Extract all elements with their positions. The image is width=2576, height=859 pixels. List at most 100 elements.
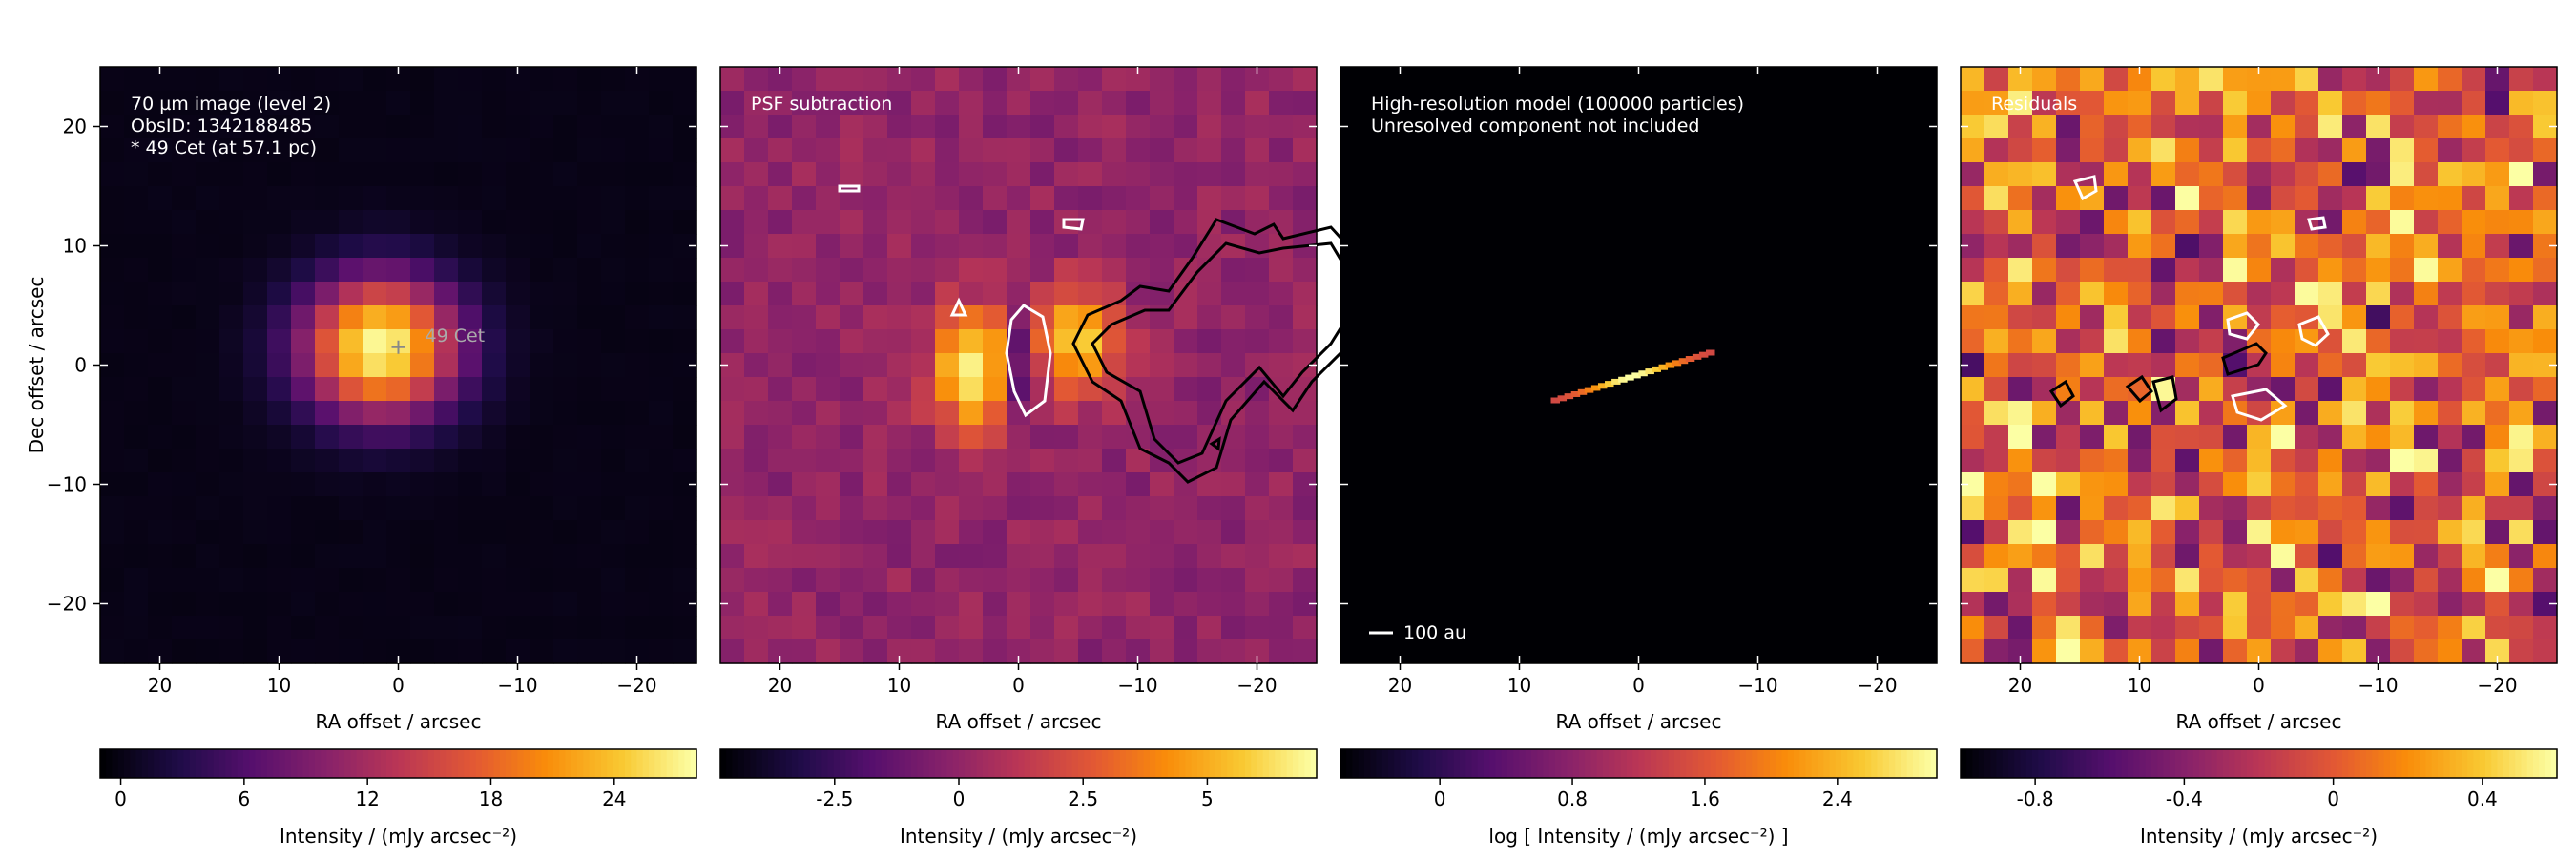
colorbar-segment	[941, 749, 948, 778]
pixel	[267, 305, 292, 330]
pixel	[124, 401, 149, 426]
pixel	[1150, 520, 1174, 545]
pixel	[434, 210, 459, 235]
pixel	[2318, 258, 2343, 283]
pixel	[2008, 353, 2033, 378]
pixel	[2151, 425, 2176, 450]
pixel	[410, 115, 435, 139]
pixel	[100, 425, 125, 450]
pixel	[1054, 544, 1079, 569]
pixel	[363, 67, 387, 92]
colorbar-segment	[1429, 749, 1437, 778]
panel-annotation: Residuals	[1991, 94, 2077, 115]
pixel	[2390, 592, 2415, 617]
pixel	[2533, 329, 2558, 354]
pixel	[339, 305, 364, 330]
pixel	[1126, 592, 1151, 617]
pixel	[649, 401, 674, 426]
colorbar-segment	[2062, 749, 2069, 778]
pixel	[2199, 377, 2224, 402]
colorbar-segment	[2199, 749, 2207, 778]
pixel	[887, 186, 912, 211]
colorbar-segment	[1567, 749, 1574, 778]
pixel	[649, 282, 674, 306]
pixel	[2008, 401, 2033, 426]
pixel	[196, 282, 220, 306]
pixel	[124, 258, 149, 283]
pixel	[1197, 520, 1222, 545]
pixel	[2128, 282, 2152, 306]
pixel	[2008, 520, 2033, 545]
pixel	[1030, 138, 1055, 163]
pixel	[482, 544, 507, 569]
pixel	[1054, 639, 1079, 664]
pixel	[744, 258, 769, 283]
pixel	[267, 186, 292, 211]
pixel	[2509, 377, 2534, 402]
pixel	[887, 544, 912, 569]
colorbar-segment	[112, 749, 119, 778]
pixel	[2462, 616, 2486, 640]
pixel	[196, 353, 220, 378]
pixel	[983, 234, 1008, 259]
colorbar-segment	[1561, 749, 1568, 778]
colorbar-segment	[255, 749, 262, 778]
pixel	[2318, 282, 2343, 306]
colorbar-segment	[2133, 749, 2141, 778]
pixel	[1197, 162, 1222, 187]
pixel	[649, 115, 674, 139]
pixel	[1293, 258, 1318, 283]
colorbar-segment	[1257, 749, 1264, 778]
pixel	[911, 401, 936, 426]
pixel	[649, 592, 674, 617]
colorbar-segment	[2258, 749, 2266, 778]
colorbar-segment	[559, 749, 567, 778]
colorbar-segment	[1620, 749, 1628, 778]
pixel	[2462, 115, 2486, 139]
colorbar-segment	[2300, 749, 2308, 778]
pixel	[959, 162, 984, 187]
colorbar-segment	[475, 749, 483, 778]
pixel	[2533, 282, 2558, 306]
pixel	[768, 592, 793, 617]
pixel	[339, 353, 364, 378]
pixel	[2438, 544, 2462, 569]
pixel	[315, 67, 340, 92]
pixel	[148, 305, 173, 330]
panel-annotation: * 49 Cet (at 57.1 pc)	[131, 137, 317, 158]
pixel	[243, 568, 268, 593]
colorbar-segment	[2306, 749, 2314, 778]
pixel	[863, 425, 888, 450]
pixel	[911, 162, 936, 187]
pixel	[1269, 329, 1294, 354]
colorbar-segment	[935, 749, 943, 778]
pixel	[2032, 186, 2057, 211]
pixel	[2199, 115, 2224, 139]
colorbar-segment	[2443, 749, 2451, 778]
pixel	[434, 472, 459, 497]
colorbar-segment	[553, 749, 561, 778]
pixel	[2366, 496, 2391, 521]
pixel	[124, 472, 149, 497]
pixel	[1078, 472, 1103, 497]
contour-positive	[2048, 379, 2075, 409]
pixel	[1054, 258, 1079, 283]
pixel	[2032, 115, 2057, 139]
pixel	[2175, 67, 2200, 92]
pixel	[744, 186, 769, 211]
colorbar-label: Intensity / (mJy arcsec⁻²)	[280, 825, 517, 848]
pixel	[124, 544, 149, 569]
colorbar-segment	[1007, 749, 1014, 778]
pixel	[172, 449, 197, 473]
pixel	[482, 258, 507, 283]
pixel	[768, 520, 793, 545]
pixel	[339, 115, 364, 139]
pixel	[2271, 496, 2296, 521]
colorbar-segment	[177, 749, 185, 778]
pixel	[100, 162, 125, 187]
colorbar-segment	[833, 749, 841, 778]
pixel	[1961, 91, 1985, 115]
pixel	[2175, 210, 2200, 235]
colorbar-segment	[2485, 749, 2493, 778]
